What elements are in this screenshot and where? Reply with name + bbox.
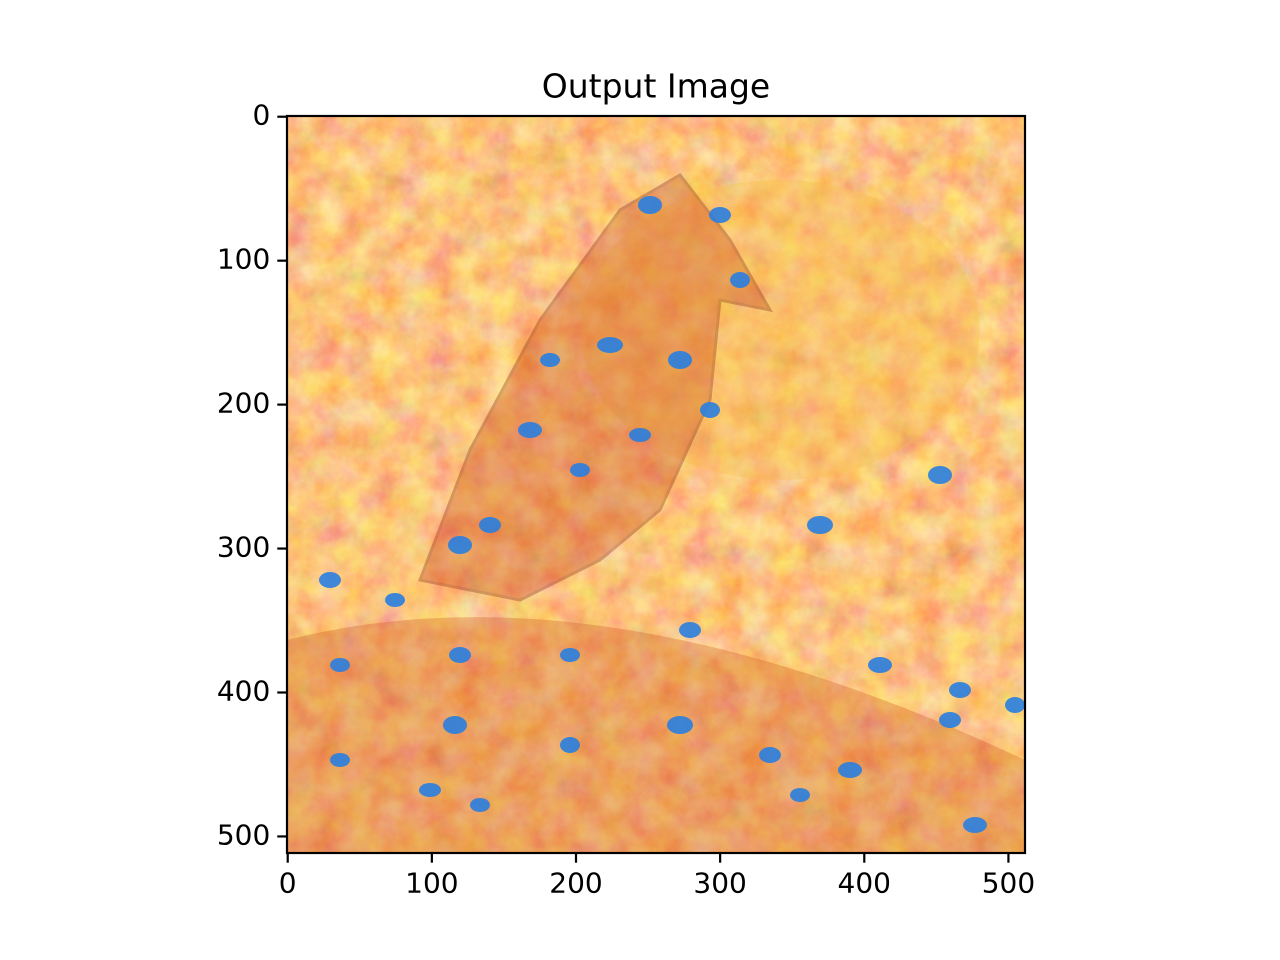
y-tick-label: 0	[252, 99, 270, 132]
y-tick-label: 200	[217, 387, 270, 420]
y-tick-label: 500	[217, 818, 270, 851]
x-tick-label: 100	[405, 867, 458, 900]
x-tick-label: 400	[838, 867, 891, 900]
axes-frame	[285, 114, 1027, 855]
y-tick-label: 100	[217, 243, 270, 276]
x-tick-label: 300	[693, 867, 746, 900]
y-tick-label: 300	[217, 531, 270, 564]
chart-title: Output Image	[542, 67, 770, 106]
x-tick-label: 200	[549, 867, 602, 900]
x-tick-label: 0	[279, 867, 297, 900]
image	[287, 116, 1025, 853]
y-tick-label: 400	[217, 675, 270, 708]
x-tick-label: 500	[982, 867, 1035, 900]
